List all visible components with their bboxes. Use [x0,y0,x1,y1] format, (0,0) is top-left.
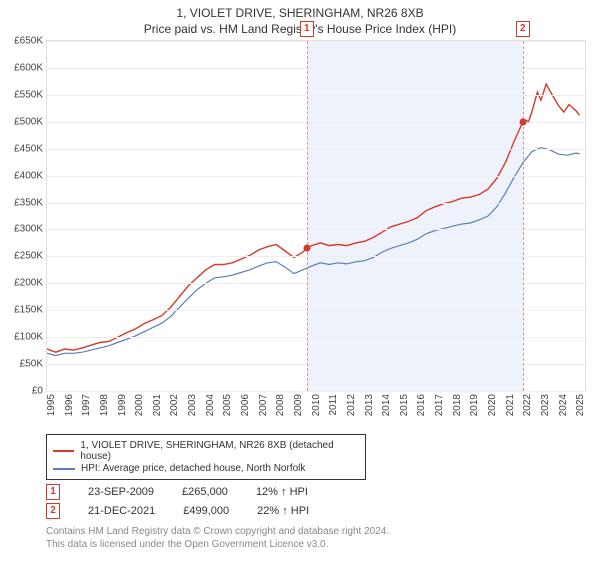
x-tick-label: 2016 [416,394,427,416]
x-tick-label: 2012 [346,394,357,416]
chart-marker-icon: 1 [300,21,314,37]
y-tick-label: £300K [14,224,47,235]
x-tick-label: 2014 [381,394,392,416]
x-tick-label: 2005 [222,394,233,416]
sale-price: £499,000 [183,505,229,517]
y-tick-label: £150K [14,305,47,316]
legend-item: 1, VIOLET DRIVE, SHERINGHAM, NR26 8XB (d… [53,440,359,462]
x-tick-label: 2018 [452,394,463,416]
sale-marker-icon: 2 [46,503,60,519]
legend-box: 1, VIOLET DRIVE, SHERINGHAM, NR26 8XB (d… [46,434,366,480]
sale-pct: 22% ↑ HPI [257,505,309,517]
y-tick-label: £400K [14,170,47,181]
legend-label: 1, VIOLET DRIVE, SHERINGHAM, NR26 8XB (d… [80,440,359,462]
sale-row: 2 21-DEC-2021 £499,000 22% ↑ HPI [46,503,586,519]
x-tick-label: 2004 [205,394,216,416]
sales-table: 1 23-SEP-2009 £265,000 12% ↑ HPI 2 21-DE… [46,484,586,519]
x-tick-label: 2021 [505,394,516,416]
sale-price: £265,000 [182,486,228,498]
x-tick-label: 2022 [522,394,533,416]
x-tick-label: 2011 [328,394,339,416]
y-tick-label: £50K [20,359,47,370]
y-tick-label: £450K [14,143,47,154]
attrib-line: This data is licensed under the Open Gov… [46,538,586,551]
plot-area: £0£50K£100K£150K£200K£250K£300K£350K£400… [46,40,586,392]
x-axis-labels: 1995 1996 1997 1998 1999 2000 2001 2002 2003 2004… [46,392,586,428]
x-tick-label: 2017 [434,394,445,416]
x-tick-label: 2009 [293,394,304,416]
sale-pct: 12% ↑ HPI [256,486,308,498]
y-tick-label: £100K [14,332,47,343]
x-tick-label: 2008 [275,394,286,416]
chart-container: 1, VIOLET DRIVE, SHERINGHAM, NR26 8XB Pr… [0,6,600,566]
x-tick-label: 2003 [187,394,198,416]
y-tick-label: £650K [14,36,47,47]
x-tick-label: 2025 [575,394,586,416]
sale-marker-icon: 1 [46,484,60,500]
x-tick-label: 2023 [540,394,551,416]
y-tick-label: £350K [14,197,47,208]
chart-title: 1, VIOLET DRIVE, SHERINGHAM, NR26 8XB [0,6,600,20]
x-tick-label: 2013 [364,394,375,416]
x-tick-label: 1999 [117,394,128,416]
sale-date: 21-DEC-2021 [88,505,155,517]
x-tick-label: 2000 [134,394,145,416]
attrib-line: Contains HM Land Registry data © Crown c… [46,525,586,538]
x-tick-label: 1995 [46,394,57,416]
x-tick-label: 2019 [469,394,480,416]
y-tick-label: £0 [32,386,47,397]
legend-item: HPI: Average price, detached house, Nort… [53,463,359,474]
sale-row: 1 23-SEP-2009 £265,000 12% ↑ HPI [46,484,586,500]
x-tick-label: 1997 [81,394,92,416]
x-tick-label: 2010 [311,394,322,416]
x-tick-label: 2007 [258,394,269,416]
legend-swatch [53,468,75,470]
x-tick-label: 2002 [169,394,180,416]
x-tick-label: 2024 [558,394,569,416]
x-tick-label: 2006 [240,394,251,416]
legend-swatch [53,450,74,452]
x-tick-label: 2001 [152,394,163,416]
x-tick-label: 2020 [487,394,498,416]
line-series-svg [47,41,585,391]
legend-label: HPI: Average price, detached house, Nort… [81,463,305,474]
y-tick-label: £600K [14,62,47,73]
x-tick-label: 1998 [99,394,110,416]
x-tick-label: 2015 [399,394,410,416]
sale-date: 23-SEP-2009 [88,486,154,498]
x-tick-label: 1996 [64,394,75,416]
y-tick-label: £200K [14,278,47,289]
y-tick-label: £250K [14,251,47,262]
chart-marker-icon: 2 [516,21,530,37]
attribution: Contains HM Land Registry data © Crown c… [46,525,586,551]
y-tick-label: £550K [14,89,47,100]
y-tick-label: £500K [14,116,47,127]
